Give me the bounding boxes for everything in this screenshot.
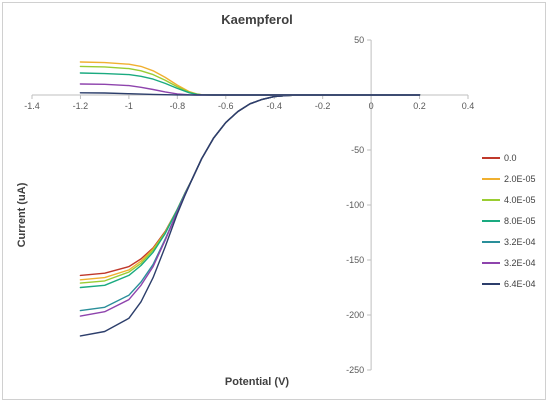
x-axis-title: Potential (V) [225, 376, 290, 388]
x-tick-label: -0.6 [218, 101, 234, 111]
legend-label: 3.2E-04 [504, 258, 536, 268]
y-tick-label: -100 [346, 200, 364, 210]
legend-label: 6.4E-04 [504, 279, 536, 289]
series-line-0 [79, 94, 421, 277]
y-tick-label: -200 [346, 310, 364, 320]
x-tick-label: -0.4 [266, 101, 282, 111]
legend: 0.0 2.0E-05 4.0E-05 8.0E-05 3.2E-04 3.2E-04 6.… [482, 153, 536, 289]
legend-label: 0.0 [504, 153, 517, 163]
series-line-4 [79, 94, 421, 312]
series-line-3 [79, 94, 421, 289]
y-tick-label: -250 [346, 365, 364, 375]
series-line-6 [79, 94, 421, 337]
x-tick-label: -0.2 [315, 101, 331, 111]
legend-label: 3.2E-04 [504, 237, 536, 247]
x-tick-label: 0.2 [413, 101, 426, 111]
series-line-5 [79, 94, 421, 317]
y-axis-title: Current (uA) [16, 182, 28, 247]
legend-label: 8.0E-05 [504, 216, 536, 226]
x-tick-label: -0.8 [170, 101, 186, 111]
y-tick-label: 50 [354, 35, 364, 45]
series-line-7 [79, 61, 421, 96]
x-tick-label: -1.2 [73, 101, 89, 111]
y-tick-label: -50 [351, 145, 364, 155]
x-tick-label: -1 [125, 101, 133, 111]
x-tick-label: -1.4 [24, 101, 40, 111]
chart-title: Kaempferol [221, 12, 293, 27]
series-line-8 [79, 65, 421, 96]
x-tick-label: 0 [369, 101, 374, 111]
series-line-1 [79, 94, 421, 281]
series-group [79, 61, 421, 337]
series-line-9 [79, 72, 421, 96]
y-tick-label: -150 [346, 255, 364, 265]
x-tick-label: 0.4 [462, 101, 475, 111]
legend-label: 2.0E-05 [504, 174, 536, 184]
series-line-2 [79, 94, 421, 284]
series-line-11 [79, 92, 421, 96]
axes-group: -1.4 -1.2 -1 -0.8 -0.6 -0.4 -0.2 0 0.2 0.4 50 -50 -1… [24, 35, 474, 375]
legend-label: 4.0E-05 [504, 195, 536, 205]
